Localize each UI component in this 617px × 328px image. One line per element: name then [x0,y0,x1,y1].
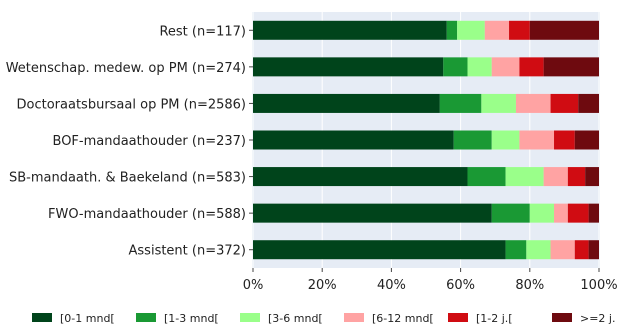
bar-segment [543,167,568,187]
bar-segment [491,203,530,223]
category-label: FWO-mandaathouder (n=588) [48,207,246,222]
bar-segment [481,93,516,113]
bar-segment [253,57,444,77]
bar-segment [253,203,492,223]
bar-segment [505,167,544,187]
bar-segment [491,130,520,150]
bar-segment [550,93,579,113]
x-tick-label: 100% [580,278,617,293]
bar-segment [443,57,468,77]
bar-segment [253,20,447,40]
bar-segment [467,57,492,77]
legend-label: >=2 j. [580,312,615,325]
category-label: SB-mandaath. & Baekeland (n=583) [9,171,246,186]
bar-segment [543,57,599,77]
category-labels: Rest (n=117) Wetenschap. medew. op PM (n=… [6,24,253,259]
bar-segment [588,240,599,260]
bar-segment [529,203,555,223]
legend: [0-1 mnd[ [1-3 mnd[ [3-6 mnd[ [6-12 mnd[ [1-… [32,312,615,325]
bar-segment [457,20,485,40]
x-tick-label: 40% [377,278,406,293]
bar-segment [588,203,599,223]
bar-segment [526,240,551,260]
bar-segment [253,93,440,113]
x-tick-label: 60% [446,278,475,293]
x-axis-ticks: 0% 20% 40% 60% 80% 100% [243,268,617,293]
bar-segment [550,240,575,260]
legend-swatch [136,313,156,322]
legend-swatch [448,313,468,322]
category-label: Rest (n=117) [159,24,246,39]
x-tick-label: 20% [308,278,337,293]
bar-segment [554,203,568,223]
bar-segment [519,130,555,150]
bar-segment [253,167,468,187]
bar-segment [509,20,530,40]
category-label: BOF-mandaathouder (n=237) [53,134,247,149]
bar-segment [439,93,482,113]
category-label: Wetenschap. medew. op PM (n=274) [6,61,246,76]
bar-segment [567,203,589,223]
legend-swatch [32,313,52,322]
bars [253,20,599,260]
bar-segment [253,130,454,150]
bar-segment [446,20,458,40]
category-label: Assistent (n=372) [129,244,246,259]
bar-segment [505,240,527,260]
bar-segment [519,57,544,77]
bar-segment [253,240,506,260]
bar-segment [484,20,510,40]
legend-label: [1-2 j.[ [476,312,513,325]
legend-label: [6-12 mnd[ [372,312,434,325]
category-label: Doctoraatsbursaal op PM (n=2586) [17,97,246,112]
bar-segment [574,130,599,150]
x-tick-label: 0% [243,278,264,293]
bar-segment [567,167,586,187]
legend-swatch [240,313,260,322]
bar-segment [585,167,599,187]
bar-segment [491,57,520,77]
legend-swatch [552,313,572,322]
legend-swatch [344,313,364,322]
legend-label: [1-3 mnd[ [164,312,219,325]
bar-segment [574,240,589,260]
bar-segment [554,130,575,150]
bar-segment [578,93,599,113]
bar-segment [529,20,599,40]
legend-label: [0-1 mnd[ [60,312,115,325]
x-tick-label: 80% [515,278,544,293]
bar-segment [467,167,506,187]
bar-segment [453,130,492,150]
legend-label: [3-6 mnd[ [268,312,323,325]
bar-segment [515,93,551,113]
